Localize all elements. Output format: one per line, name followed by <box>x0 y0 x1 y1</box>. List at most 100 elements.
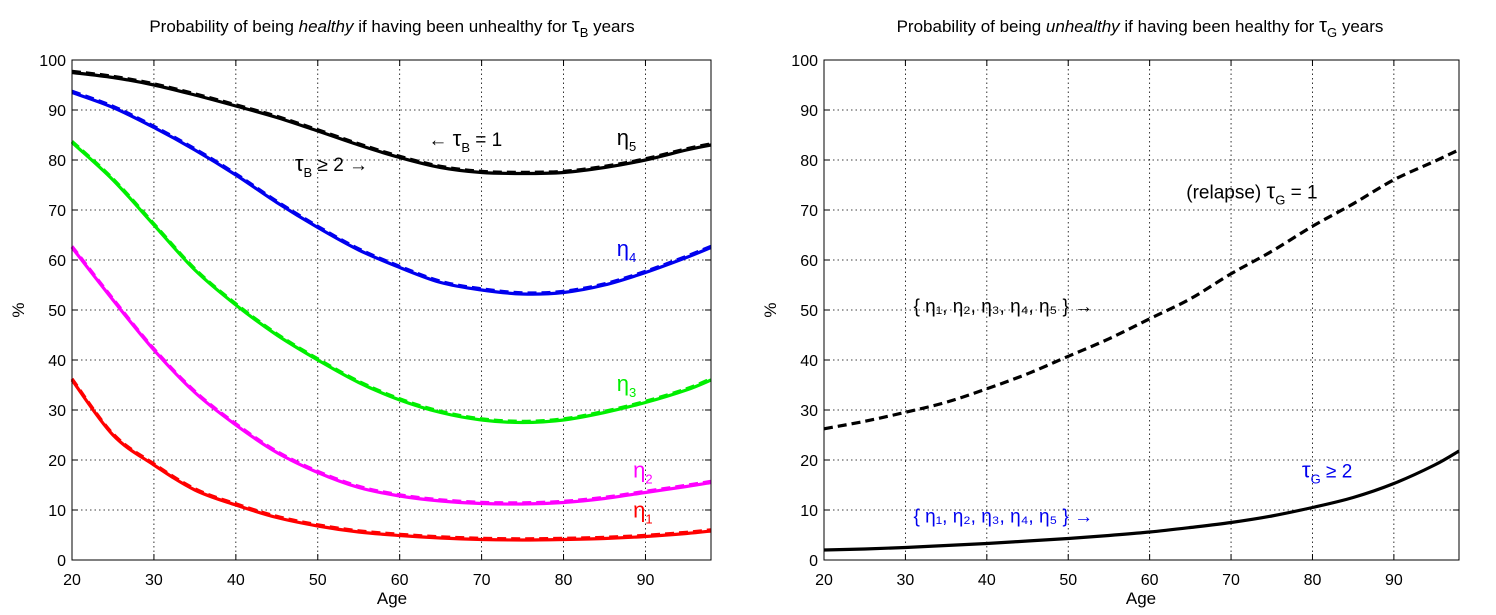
annotation-symbol: η <box>617 236 629 261</box>
x-tick-label: 30 <box>145 572 163 589</box>
annotation-subscript: 2 <box>645 472 652 487</box>
title-pre: Probability of being <box>897 17 1046 36</box>
series-line-dashed <box>823 148 1460 431</box>
annotation-eta1: η1 <box>633 498 652 527</box>
annotation-pre: (relapse) <box>1186 183 1266 204</box>
annotation-eta5: η5 <box>617 125 636 154</box>
x-tick-label: 40 <box>227 572 245 589</box>
y-tick-label: 10 <box>800 503 818 520</box>
left-grid <box>72 60 711 560</box>
x-tick-label: 50 <box>1059 572 1077 589</box>
annotation-subscript: G <box>1275 193 1285 208</box>
x-tick-label: 70 <box>473 572 491 589</box>
right-series <box>823 148 1460 552</box>
y-tick-label: 10 <box>48 503 66 520</box>
left-y-axis-label: % <box>9 302 28 317</box>
x-tick-label: 80 <box>1304 572 1322 589</box>
right-plot-frame <box>823 59 1460 561</box>
annotation-relapse: (relapse) τG = 1 <box>1186 179 1317 208</box>
x-tick-label: 60 <box>391 572 409 589</box>
annotation-symbol: τ <box>1302 458 1311 483</box>
annotation-tau_ge2: τG ≥ 2 <box>1302 458 1352 487</box>
y-tick-label: 50 <box>800 303 818 320</box>
title-sym: τ <box>572 15 580 37</box>
series-line-dashed <box>71 89 712 295</box>
right-tick-labels: 20 30 40 50 60 70 80 90 0 10 20 30 40 50 60 70 80 90 100 <box>791 53 1459 589</box>
series-line-solid <box>70 246 712 506</box>
y-tick-label: 90 <box>800 103 818 120</box>
annotation-symbol: η <box>633 458 645 483</box>
x-tick-label: 20 <box>63 572 81 589</box>
y-tick-label: 30 <box>48 403 66 420</box>
y-tick-label: 100 <box>39 53 66 70</box>
left-chart-title: Probability of being healthy if having b… <box>149 15 634 40</box>
title-post: if having been healthy for <box>1120 17 1319 36</box>
right-x-axis-label: Age <box>1126 589 1156 608</box>
x-tick-label: 50 <box>309 572 327 589</box>
x-tick-label: 90 <box>1385 572 1403 589</box>
annotation-subscript: B <box>461 140 470 155</box>
annotation-subscript: 1 <box>645 512 652 527</box>
y-tick-label: 30 <box>800 403 818 420</box>
annotation-symbol: τ <box>295 151 304 176</box>
annotation-symbol: η <box>633 498 645 523</box>
title-sub: G <box>1327 25 1337 40</box>
annotation-symbol: τ <box>1267 179 1276 204</box>
left-x-axis-label: Age <box>377 589 407 608</box>
y-tick-label: 90 <box>48 103 66 120</box>
annotation-post: ≥ 2 → <box>312 155 368 176</box>
y-tick-label: 50 <box>48 303 66 320</box>
y-tick-label: 80 <box>48 153 66 170</box>
annotation-subscript: G <box>1311 472 1321 487</box>
left-plot-frame <box>71 59 712 561</box>
y-tick-label: 70 <box>48 203 66 220</box>
annotation-subscript: 4 <box>629 250 636 265</box>
annotation-symbol: η <box>617 125 629 150</box>
title-em: unhealthy <box>1046 17 1121 36</box>
annotation-tau1: ← τB = 1 <box>428 126 502 155</box>
annotation-eta3: η3 <box>617 371 636 400</box>
series-line-solid <box>71 70 712 176</box>
x-tick-label: 20 <box>815 572 833 589</box>
y-tick-label: 60 <box>48 253 66 270</box>
right-y-axis-label: % <box>761 302 780 317</box>
y-tick-label: 70 <box>800 203 818 220</box>
left-chart: Probability of being healthy if having b… <box>9 15 712 608</box>
y-tick-label: 0 <box>809 553 818 570</box>
y-tick-label: 100 <box>791 53 818 70</box>
right-chart-title: Probability of being unhealthy if having… <box>897 15 1384 40</box>
y-tick-label: 20 <box>48 453 66 470</box>
x-tick-label: 90 <box>637 572 655 589</box>
annotation-post: ≥ 2 <box>1321 462 1353 483</box>
annotation-set_black: { η₁, η₂, η₃, η₄, η₅ } → <box>914 297 1094 318</box>
x-tick-label: 70 <box>1222 572 1240 589</box>
y-tick-label: 20 <box>800 453 818 470</box>
annotation-tau2: τB ≥ 2 → <box>295 151 368 180</box>
annotation-symbol: η <box>617 371 629 396</box>
annotation-subscript: 5 <box>629 139 636 154</box>
x-tick-label: 80 <box>555 572 573 589</box>
x-tick-label: 60 <box>1141 572 1159 589</box>
title-sym: τ <box>1319 15 1327 37</box>
annotation-post: = 1 <box>470 130 502 151</box>
y-tick-label: 40 <box>48 353 66 370</box>
annotation-eta2: η2 <box>633 458 652 487</box>
annotation-subscript: 3 <box>629 385 636 400</box>
x-tick-label: 30 <box>897 572 915 589</box>
y-tick-label: 80 <box>800 153 818 170</box>
series-line-dashed <box>70 377 712 541</box>
annotation-set_blue: { η₁, η₂, η₃, η₄, η₅ } → <box>914 507 1094 528</box>
title-post: if having been unhealthy for <box>353 17 571 36</box>
y-tick-label: 40 <box>800 353 818 370</box>
annotation-eta4: η4 <box>617 236 636 265</box>
x-tick-label: 40 <box>978 572 996 589</box>
series-line-dashed <box>70 245 712 505</box>
series-line-solid <box>823 449 1460 552</box>
series-line-dashed <box>71 69 712 174</box>
title-pre: Probability of being <box>149 17 298 36</box>
annotation-subscript: B <box>304 165 313 180</box>
title-sub: B <box>580 25 589 40</box>
annotation-post: = 1 <box>1285 183 1317 204</box>
annotation-symbol: τ <box>453 126 462 151</box>
